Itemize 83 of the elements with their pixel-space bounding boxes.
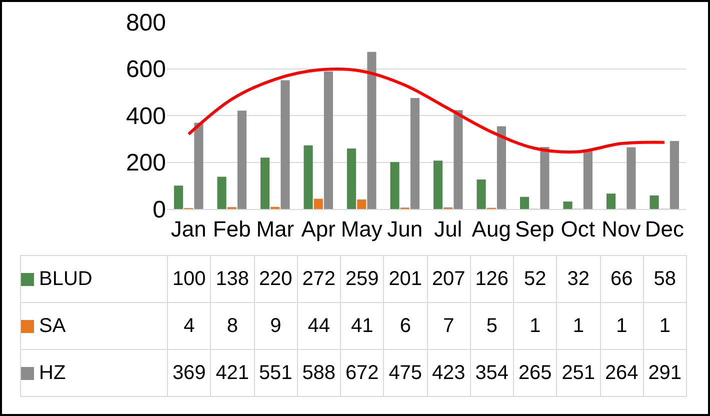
data-label: 272 [297,256,340,302]
data-label: 7 [427,302,470,350]
x-tick-label: Aug [472,216,511,242]
data-label: 52 [514,256,557,302]
x-tick-label: Jan [170,216,206,242]
legend-label: BLUD [39,268,92,290]
x-tick-label: Oct [560,216,595,242]
x-tick-label: May [340,216,382,242]
data-label: 291 [643,350,686,396]
data-label: 588 [297,350,340,396]
x-tick-label: Sep [515,216,554,242]
bar [304,145,313,209]
data-label: 259 [340,256,384,302]
data-label: 8 [210,302,254,350]
x-tick-label: Jul [434,216,462,242]
x-tick-label: Dec [644,216,684,242]
data-label: 4 [168,302,211,350]
bar [357,199,366,209]
bar [433,160,443,209]
data-label: 354 [470,350,514,396]
y-tick-label: 400 [126,102,166,130]
data-label: 220 [254,256,298,302]
x-tick-label: Feb [212,216,251,242]
bar [346,148,356,209]
bar [174,186,184,209]
data-label: 475 [384,350,427,396]
data-label: 551 [254,350,298,396]
bar [670,140,680,209]
data-label: 672 [340,350,384,396]
bar [194,122,204,209]
data-label: 44 [297,302,340,350]
bar [563,202,572,209]
bar [650,195,659,209]
x-tick-label: Nov [602,216,641,242]
data-label: 138 [210,256,254,302]
data-label: 66 [600,256,644,302]
data-label: 207 [427,256,470,302]
bar [540,147,550,209]
bar [324,72,334,209]
y-tick-label: 0 [152,196,166,224]
legend-label: HZ [39,362,66,384]
data-label: 201 [384,256,427,302]
bar [496,126,506,209]
data-label: 1 [556,302,600,350]
data-label: 1 [643,302,686,350]
bar [260,158,270,209]
bar [626,147,636,209]
data-label: 58 [643,256,686,302]
data-label: 32 [556,256,600,302]
bar [606,194,616,209]
bar [314,198,323,209]
bar [454,110,463,209]
data-label: 5 [470,302,514,350]
data-label: 126 [470,256,514,302]
data-label: 423 [427,350,470,396]
data-label: 100 [168,256,211,302]
bar [520,196,530,209]
data-label: 1 [600,302,644,350]
y-tick-label: 200 [126,150,166,177]
data-label: 9 [254,302,298,350]
data-label: 1 [514,302,557,350]
data-label: 41 [340,302,384,350]
bar [390,162,400,209]
x-tick-label: Jun [387,216,423,242]
bar [280,80,290,209]
bar [583,150,593,209]
bar [410,98,420,209]
bar [217,176,226,209]
line-series [187,68,666,154]
data-label: 265 [514,350,557,396]
data-label: 6 [384,302,427,350]
x-tick-label: Mar [256,216,294,242]
data-label: 369 [168,350,211,396]
y-tick-label: 600 [126,56,166,84]
x-tick-label: Apr [301,216,336,242]
legend-label: SA [39,314,66,336]
data-label: 421 [210,350,254,396]
data-label: 264 [600,350,644,396]
bar [476,180,486,209]
y-tick-label: 800 [126,9,166,36]
data-label: 251 [556,350,600,396]
bar [237,110,247,209]
bar [367,52,376,209]
